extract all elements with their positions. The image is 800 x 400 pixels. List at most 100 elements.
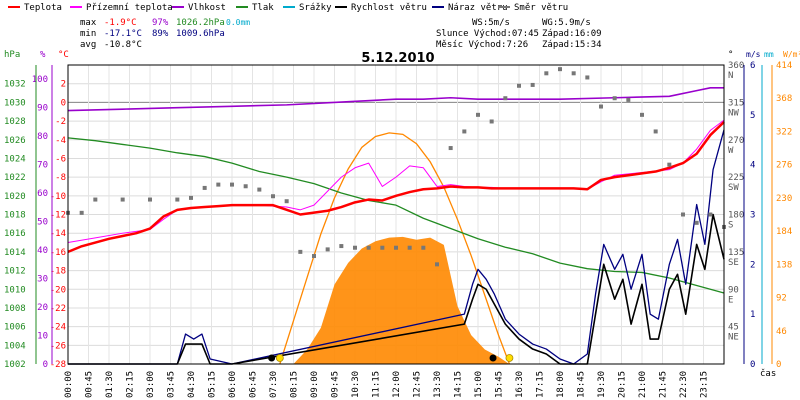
tick-x: 06:00 <box>228 371 238 398</box>
wind-dir-point <box>544 71 549 76</box>
legend-wind-gust: Náraz větru <box>448 3 508 13</box>
tick-dir: NE <box>728 333 739 343</box>
tick-ms: 1 <box>750 310 755 320</box>
unit-time: čas <box>760 368 776 379</box>
wind-dir-point <box>653 129 658 134</box>
wind-dir-point <box>298 249 303 254</box>
tick-degc: -20 <box>50 285 66 295</box>
wind-dir-point <box>517 83 521 88</box>
wind-dir-point <box>366 245 371 250</box>
tick-x: 02:15 <box>126 371 136 398</box>
wind-dir-point <box>339 244 344 249</box>
tick-deg: 135 <box>728 248 744 258</box>
moonset-marker <box>489 354 497 362</box>
wind-dir-point <box>93 197 98 202</box>
stat-max-temp: -1.9°C <box>104 18 137 28</box>
wind-dir-point <box>694 220 699 225</box>
series-wind-gust <box>68 129 725 365</box>
tick-deg: 90 <box>728 285 739 295</box>
unit-degc: °C <box>58 50 69 60</box>
info-moon-set: Západ:15:34 <box>542 40 602 50</box>
tick-x: 23:15 <box>700 371 710 398</box>
tick-pct: 90 <box>37 104 48 114</box>
tick-degc: -14 <box>50 229 66 239</box>
info-block: WS:5m/s WG:5.9m/s Slunce Východ:07:45 Zá… <box>436 18 602 50</box>
tick-pct: 0 <box>43 360 48 370</box>
wind-dir-point <box>489 119 494 124</box>
tick-ms: 6 <box>750 61 755 71</box>
unit-deg: ° <box>728 50 733 60</box>
chart-title: 5.12.2010 <box>361 51 434 66</box>
wind-dir-point <box>243 184 248 189</box>
legend-wind-speed: Rychlost větru <box>351 3 427 13</box>
wind-dir-point <box>230 182 234 187</box>
stat-avg-temp: -10.8°C <box>104 40 142 50</box>
wind-dir-point <box>175 197 180 202</box>
tick-x: 15:00 <box>474 371 484 398</box>
tick-hpa: 1020 <box>4 192 26 202</box>
tick-wm2: 322 <box>776 127 792 137</box>
tick-wm2: 368 <box>776 94 792 104</box>
tick-dir: S <box>728 221 733 231</box>
tick-hpa: 1010 <box>4 285 26 295</box>
tick-hpa: 1022 <box>4 173 26 183</box>
tick-x: 00:45 <box>85 371 95 398</box>
sunset-marker <box>505 354 514 362</box>
tick-x: 21:00 <box>638 371 648 398</box>
unit-mm: mm <box>764 50 774 59</box>
tick-x: 20:15 <box>618 371 628 398</box>
wind-dir-point <box>612 96 617 101</box>
wind-dir-point <box>476 112 480 117</box>
legend-humidity: Vlhkost <box>188 3 226 13</box>
unit-ms: m/s <box>746 50 761 59</box>
tick-x: 18:45 <box>577 371 587 398</box>
stat-max-press: 1026.2hPa <box>176 18 225 28</box>
tick-wm2: 46 <box>776 327 787 337</box>
tick-x: 10:30 <box>351 371 361 398</box>
unit-hpa: hPa <box>4 50 20 60</box>
wind-dir-point <box>585 75 590 80</box>
tick-pct: 60 <box>37 189 48 199</box>
tick-pct: 20 <box>37 303 48 313</box>
wind-dir-point <box>708 212 713 217</box>
tick-ms: 2 <box>750 260 755 270</box>
tick-x: 14:15 <box>454 371 464 398</box>
tick-ms: 5 <box>750 111 755 121</box>
tick-pct: 30 <box>37 275 48 285</box>
wind-dir-point <box>148 197 152 202</box>
legend-wind-dir: Směr větru <box>514 3 568 13</box>
tick-degc: -24 <box>50 323 66 333</box>
tick-x: 21:45 <box>659 371 669 398</box>
tick-hpa: 1028 <box>4 117 26 127</box>
tick-degc: -10 <box>50 192 66 202</box>
wind-dir-point <box>462 129 467 134</box>
wind-dir-point <box>79 210 84 215</box>
wind-dir-point <box>394 245 398 250</box>
tick-hpa: 1018 <box>4 211 26 221</box>
stat-min-hum: 89% <box>152 29 169 39</box>
tick-degc: -8 <box>55 173 66 183</box>
tick-wm2: 276 <box>776 161 792 171</box>
tick-x: 03:00 <box>146 371 156 398</box>
solar-area <box>279 236 510 364</box>
tick-degc: 0 <box>61 98 66 108</box>
moonrise-marker <box>268 354 276 362</box>
solar-max-line <box>279 132 511 365</box>
info-wg: WG:5.9m/s <box>542 18 591 28</box>
tick-degc: -12 <box>50 211 66 221</box>
tick-dir: NW <box>728 108 739 118</box>
wind-dir-point <box>681 212 685 217</box>
tick-hpa: 1008 <box>4 304 26 314</box>
stat-rain: 0.0mm <box>226 18 250 27</box>
wind-dir-point <box>448 146 453 151</box>
stat-min-label: min <box>80 29 96 39</box>
wind-dir-point <box>407 245 412 250</box>
wind-dir-point <box>120 197 125 202</box>
tick-hpa: 1014 <box>4 248 26 258</box>
tick-degc: -16 <box>50 248 66 258</box>
tick-x: 06:45 <box>249 371 259 398</box>
tick-degc: -26 <box>50 341 66 351</box>
tick-deg: 360 <box>728 61 744 71</box>
wind-dir-point <box>667 162 672 167</box>
